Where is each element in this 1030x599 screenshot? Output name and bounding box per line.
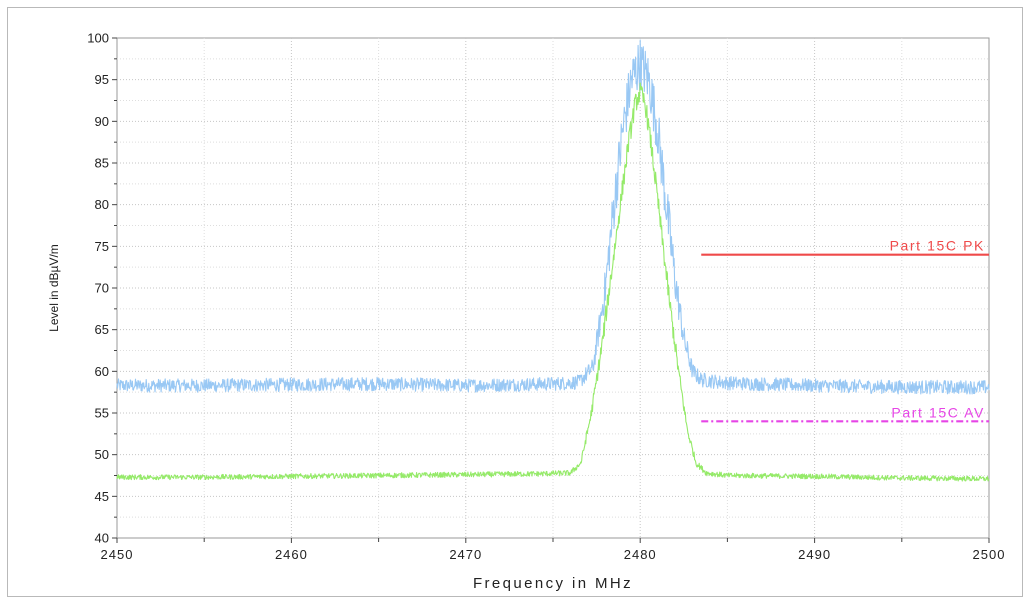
- y-tick-label: 55: [95, 406, 109, 421]
- y-tick-label: 60: [95, 364, 109, 379]
- y-tick-label: 50: [95, 447, 109, 462]
- x-tick-label: 2450: [101, 547, 134, 562]
- y-axis-label: Level in dBµV/m: [47, 244, 61, 332]
- x-tick-label: 2470: [449, 547, 482, 562]
- y-tick-label: 90: [95, 114, 109, 129]
- x-tick-label: 2460: [275, 547, 308, 562]
- y-tick-label: 70: [95, 281, 109, 296]
- x-tick-label: 2500: [973, 547, 1006, 562]
- limit-label: Part 15C AV: [891, 404, 985, 420]
- y-tick-label: 80: [95, 197, 109, 212]
- x-axis-label: Frequency in MHz: [473, 575, 633, 592]
- spectrum-chart: Part 15C PK Part 15C AV 2450 2460 2470 2480 24…: [47, 31, 1006, 593]
- y-tick-label: 40: [95, 531, 109, 546]
- x-tick-label: 2480: [624, 547, 657, 562]
- y-tick-label: 85: [95, 156, 109, 171]
- series-0-trace: [116, 39, 990, 395]
- series-1-trace: [116, 82, 990, 482]
- y-tick-label: 95: [95, 72, 109, 87]
- limit-label: Part 15C PK: [890, 238, 985, 254]
- y-tick-label: 65: [95, 322, 109, 337]
- y-tick-label: 75: [95, 239, 109, 254]
- y-tick-label: 45: [95, 489, 109, 504]
- chart-frame: Part 15C PK Part 15C AV 2450 2460 2470 2480 24…: [7, 7, 1023, 597]
- y-tick-label: 100: [87, 31, 109, 46]
- x-tick-label: 2490: [798, 547, 831, 562]
